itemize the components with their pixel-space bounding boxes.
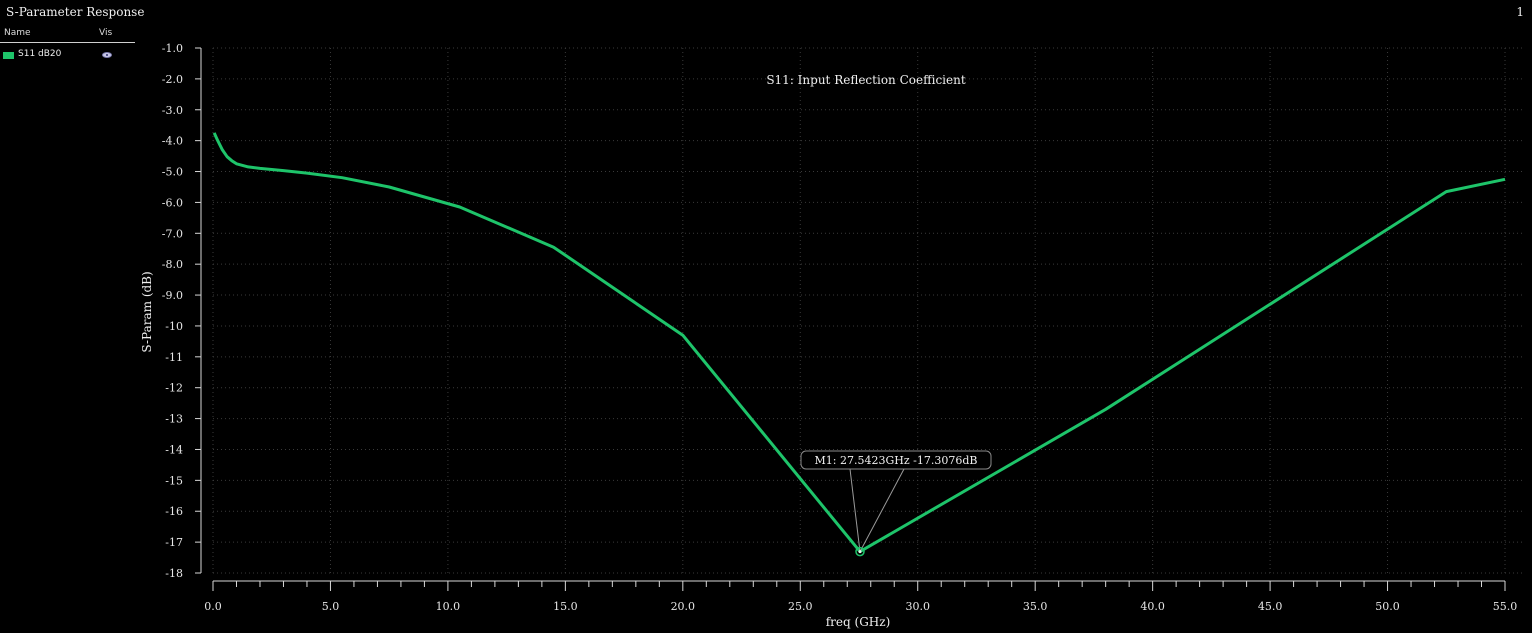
x-axis-label: freq (GHz) [826,615,891,629]
marker-point-center [858,550,862,554]
x-tick-label: 50.0 [1375,600,1400,613]
y-tick-label: -17 [165,536,183,549]
legend-header-vis: Vis [99,28,113,38]
grid-lines [212,47,1525,574]
series-layer [212,132,1506,554]
x-tick-label: 20.0 [671,600,696,613]
legend-panel: Name Vis S11 dB20 [0,27,135,64]
y-tick-label: -3.0 [162,104,183,117]
y-tick-label: -6.0 [162,196,183,209]
x-tick-label: 40.0 [1140,600,1165,613]
legend-header-name: Name [4,28,31,38]
marker-layer[interactable]: M1: 27.5423GHz -17.3076dB [800,450,992,557]
y-tick-label: -15 [165,474,183,487]
y-tick-label: -11 [165,351,183,364]
y-axis: -1.0 -2.0 -3.0 -4.0 -5.0 -6.0 -7.0 -8.0 -9.0 -10 -… [162,42,201,580]
marker-leader-line [859,468,905,552]
y-tick-label: -4.0 [162,135,183,148]
x-tick-label: 25.0 [788,600,813,613]
legend-swatch [3,52,14,59]
legend-header: Name Vis [0,27,135,43]
axis-frame [200,48,1505,582]
x-axis: 0.0 5.0 10.0 15.0 20.0 25.0 30.0 35.0 40.0 45.0 50… [204,581,1517,613]
marker-label-box [800,450,992,470]
marker-leader-line [849,468,861,552]
legend-item-s11[interactable]: S11 dB20 [0,48,135,64]
window-title: S-Parameter Response [6,5,145,19]
y-tick-label: -8.0 [162,258,183,271]
x-tick-label: 45.0 [1258,600,1283,613]
y-tick-label: -9.0 [162,289,183,302]
y-tick-label: -5.0 [162,166,183,179]
y-tick-label: -12 [165,382,183,395]
y-tick-label: -16 [165,505,183,518]
y-tick-label: -10 [165,320,183,333]
y-tick-label: -18 [165,567,183,580]
x-tick-label: 30.0 [905,600,930,613]
y-tick-label: -13 [165,413,183,426]
page-number: 1 [1516,5,1524,19]
chart-title: S11: Input Reflection Coefficient [766,73,966,87]
x-tick-label: 5.0 [322,600,340,613]
x-tick-label: 55.0 [1493,600,1518,613]
x-tick-label: 15.0 [553,600,578,613]
marker-label: M1: 27.5423GHz -17.3076dB [815,454,978,467]
x-tick-label: 0.0 [204,600,222,613]
x-tick-label: 10.0 [436,600,461,613]
y-axis-label: S-Param (dB) [140,271,154,352]
eye-icon[interactable] [102,52,112,58]
y-tick-label: -1.0 [162,42,183,55]
series-line-s11 [212,132,1506,554]
x-tick-label: 35.0 [1023,600,1048,613]
marker-point [855,546,865,557]
legend-item-label: S11 dB20 [18,49,62,59]
y-tick-label: -7.0 [162,227,183,240]
y-tick-label: -14 [165,443,183,456]
y-tick-label: -2.0 [162,73,183,86]
